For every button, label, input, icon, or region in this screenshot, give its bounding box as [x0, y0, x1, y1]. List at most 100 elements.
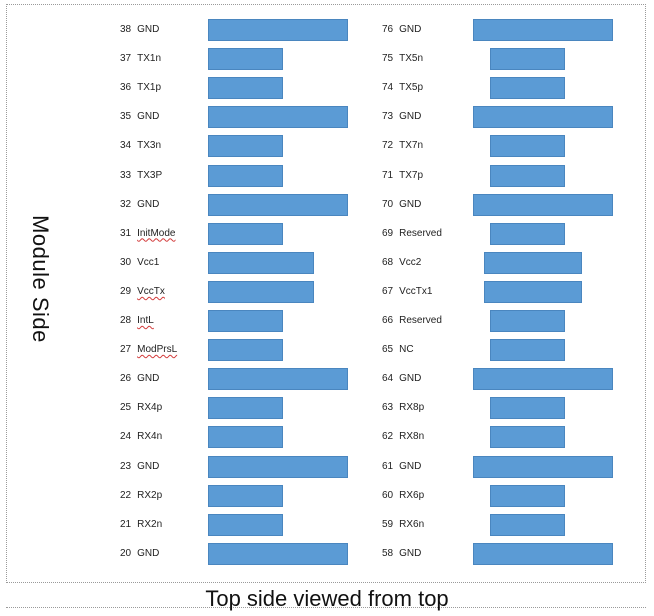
contact-pad	[208, 310, 283, 332]
pin-number: 34	[120, 140, 132, 152]
pin-signal: TX5n	[399, 53, 424, 65]
contact-pad	[473, 542, 613, 565]
pin-signal: GND	[399, 24, 422, 35]
pin-number: 67	[382, 285, 394, 297]
pin-label: 62 RX8n	[382, 430, 424, 444]
pin-label: 27 ModPrsL	[120, 343, 177, 357]
contact-pad	[490, 513, 565, 536]
pin-signal: RX8p	[399, 402, 425, 414]
pin-number: 61	[382, 460, 394, 472]
pin-signal: TX3P	[137, 169, 163, 181]
pin-number: 24	[120, 431, 132, 443]
contact-pad	[208, 484, 283, 507]
pin-signal: RX2n	[137, 518, 163, 530]
pin-signal: GND	[399, 198, 422, 210]
pin-label: 28 IntL	[120, 314, 154, 328]
pin-number: 23	[120, 460, 132, 472]
pin-label: 29 VccTx	[120, 285, 165, 299]
contact-pad	[208, 222, 283, 245]
pin-label: 69 Reserved	[382, 227, 442, 241]
pin-label: 72 TX7n	[382, 139, 423, 153]
pin-label: 70 GND	[382, 198, 421, 212]
pin-number: 68	[382, 256, 394, 268]
contact-pad	[208, 77, 283, 100]
pin-signal: TX7p	[399, 169, 424, 181]
pin-signal: GND	[137, 373, 160, 385]
pin-label: 21 RX2n	[120, 518, 162, 532]
contact-pad	[208, 135, 283, 158]
pin-number: 36	[120, 82, 132, 94]
contact-pad	[208, 280, 314, 303]
pin-number: 74	[382, 82, 394, 94]
pin-number: 27	[120, 344, 132, 356]
contact-pad	[490, 77, 565, 100]
contact-pad	[473, 455, 613, 478]
pin-number: 60	[382, 489, 394, 501]
pin-signal: RX6n	[399, 518, 425, 530]
pin-signal: TX7n	[399, 140, 424, 152]
contact-pad	[208, 368, 348, 391]
pin-signal: RX6p	[399, 489, 425, 501]
contact-pad	[484, 251, 582, 274]
pin-signal: Vcc1	[137, 256, 160, 268]
pin-number: 32	[120, 198, 132, 210]
pin-label: 66 Reserved	[382, 314, 442, 328]
contact-pad	[208, 339, 283, 362]
pin-label: 38 GND	[120, 23, 159, 37]
pin-number: 70	[382, 198, 394, 210]
pin-label: 36 TX1p	[120, 81, 161, 95]
contact-pad	[208, 426, 283, 449]
module-side-label: Module Side	[28, 215, 53, 343]
pin-signal: Reserved	[399, 227, 442, 239]
pin-number: 72	[382, 140, 394, 152]
pin-number: 63	[382, 402, 394, 414]
pin-signal: NC	[399, 344, 414, 356]
pin-signal: TX1n	[137, 53, 162, 65]
pin-signal: Reserved	[399, 315, 442, 326]
pin-number: 64	[382, 373, 394, 385]
pin-number: 71	[382, 169, 394, 181]
pin-signal: GND	[137, 547, 160, 559]
pin-label: 32 GND	[120, 198, 159, 212]
contact-pad	[490, 310, 565, 332]
caption: Top side viewed from top	[205, 586, 449, 611]
bottom-divider	[6, 607, 646, 608]
pin-number: 31	[120, 227, 132, 239]
pin-signal: TX5p	[399, 82, 424, 94]
pin-signal: GND	[399, 460, 422, 472]
pin-number: 22	[120, 489, 132, 501]
pin-signal: GND	[137, 460, 160, 472]
pin-signal: VccTx1	[399, 285, 433, 297]
contact-pad	[208, 251, 314, 274]
pin-label: 61 GND	[382, 460, 421, 474]
contact-pad	[473, 106, 613, 129]
contact-pad	[473, 193, 613, 216]
contact-pad	[473, 368, 613, 391]
pin-signal: InitMode	[137, 227, 176, 239]
pin-label: 67 VccTx1	[382, 285, 432, 299]
contact-pad	[208, 164, 283, 187]
pin-label: 71 TX7p	[382, 169, 423, 183]
pin-signal: RX4p	[137, 402, 163, 414]
pin-signal: VccTx	[137, 285, 165, 297]
pin-label: 34 TX3n	[120, 139, 161, 153]
pin-number: 73	[382, 111, 394, 123]
contact-pad	[208, 455, 348, 478]
pin-label: 63 RX8p	[382, 401, 424, 415]
pin-signal: GND	[399, 547, 422, 559]
contact-pad	[490, 135, 565, 158]
pin-label: 31 InitMode	[120, 227, 175, 241]
contact-pad	[208, 106, 348, 129]
pin-signal: TX3n	[137, 140, 162, 152]
pin-number: 69	[382, 227, 394, 239]
contact-pad	[490, 222, 565, 245]
pin-number: 21	[120, 518, 132, 530]
pin-signal: RX8n	[399, 431, 425, 443]
pin-number: 20	[120, 547, 132, 559]
contact-pad	[490, 48, 565, 71]
pin-label: 65 NC	[382, 343, 414, 357]
pin-number: 35	[120, 111, 132, 123]
pin-label: 23 GND	[120, 460, 159, 474]
pin-label: 37 TX1n	[120, 52, 161, 66]
pin-signal: IntL	[137, 315, 154, 326]
